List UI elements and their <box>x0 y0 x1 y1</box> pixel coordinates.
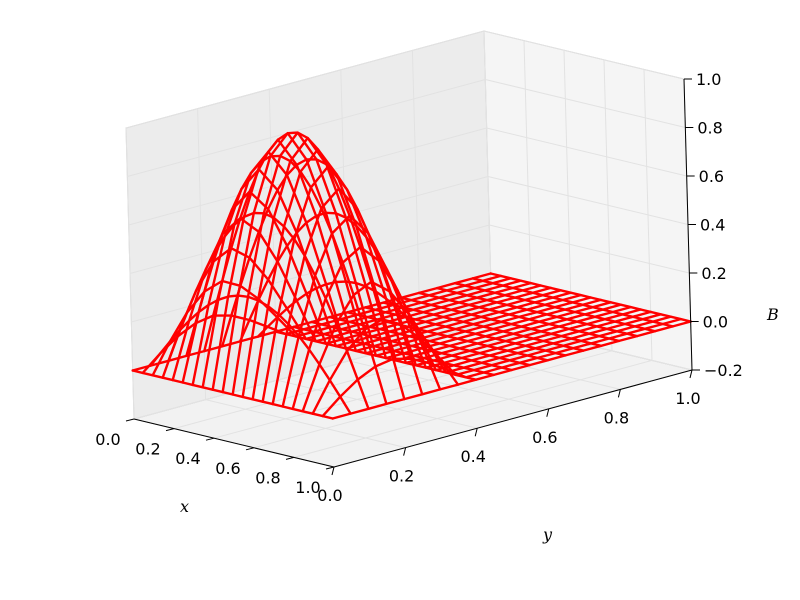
x-tick <box>125 418 135 422</box>
floor-grid-x <box>213 340 573 439</box>
x-tick-label: 0.8 <box>255 468 280 487</box>
x-tick <box>325 466 335 470</box>
z-tick-label: 0.6 <box>699 167 724 186</box>
x-tick-label: 0.2 <box>135 440 160 459</box>
wire-line-const-x <box>221 131 582 394</box>
wire-line-const-x <box>301 280 662 413</box>
floor-grid-y <box>205 399 406 449</box>
wire-line-const-x <box>311 315 672 415</box>
tick-labels: 0.00.20.40.60.81.00.00.20.40.60.81.0−0.2… <box>95 70 743 505</box>
wire-line-const-x <box>131 272 492 372</box>
x-axis-line <box>133 418 335 468</box>
wire-line-const-x <box>211 138 572 391</box>
z-tick-label: 1.0 <box>696 70 721 89</box>
y-tick-label: 0.2 <box>389 467 414 486</box>
z-tick-label: 0.0 <box>703 313 728 332</box>
y-tick-label: 1.0 <box>675 389 700 408</box>
wall-grid-z <box>125 30 485 129</box>
wire-line-const-x <box>291 245 652 411</box>
wall-grid-z <box>487 176 689 225</box>
z-axis-label: B <box>766 305 779 324</box>
wire-line-const-x <box>141 274 502 375</box>
wall-grid-z <box>128 127 487 226</box>
y-tick <box>331 466 335 476</box>
axes <box>125 78 700 476</box>
y-tick <box>403 447 407 456</box>
z-tick-label: 0.2 <box>701 264 726 283</box>
floor-grid-x <box>173 331 533 430</box>
x-tick <box>205 437 215 441</box>
wall-grid-z <box>127 79 486 177</box>
floor-grid-y <box>348 360 549 410</box>
x-tick-label: 0.6 <box>215 459 240 478</box>
x-tick <box>165 428 175 432</box>
wire-line-const-x <box>281 214 642 408</box>
wall-grid-z <box>486 127 687 177</box>
floor-grid-x <box>253 350 613 449</box>
wire-line-const-x <box>271 187 632 406</box>
y-tick <box>617 389 621 398</box>
y-tick-label: 0.8 <box>604 408 629 427</box>
x-tick <box>285 456 295 460</box>
wire-line-const-x <box>151 277 512 377</box>
wire-line-const-x <box>321 317 682 418</box>
wall-grid-z <box>129 176 489 274</box>
x-tick-label: 0.0 <box>95 430 120 449</box>
x-tick <box>245 447 255 451</box>
wall-grid-z <box>483 30 685 80</box>
wall-grid-z <box>489 224 690 274</box>
y-tick <box>689 369 693 379</box>
axis-panes <box>125 30 693 468</box>
z-tick-label: 0.4 <box>700 216 725 235</box>
wall-grid-z <box>133 321 493 420</box>
wire-line-const-x <box>241 136 602 399</box>
y-tick-label: 0.0 <box>317 486 342 505</box>
z-tick-label: −0.2 <box>704 361 743 380</box>
x-tick-label: 1.0 <box>295 478 320 497</box>
wire-line-const-x <box>261 164 622 403</box>
y-axis-label: y <box>542 525 553 544</box>
y-axis-line <box>333 369 693 468</box>
x-axis-label: x <box>180 497 189 516</box>
wall-grid-z <box>485 79 686 128</box>
floor-grid-x <box>293 359 653 458</box>
y-tick <box>474 428 478 437</box>
z-tick-label: 0.8 <box>697 119 722 138</box>
y-tick-label: 0.6 <box>532 428 557 447</box>
wire-line-const-x <box>331 320 692 420</box>
y-tick <box>546 408 550 417</box>
y-tick-label: 0.4 <box>460 447 485 466</box>
wire-line-const-x <box>231 131 592 396</box>
wireframe-surface <box>131 131 692 420</box>
x-tick-label: 0.4 <box>175 449 200 468</box>
